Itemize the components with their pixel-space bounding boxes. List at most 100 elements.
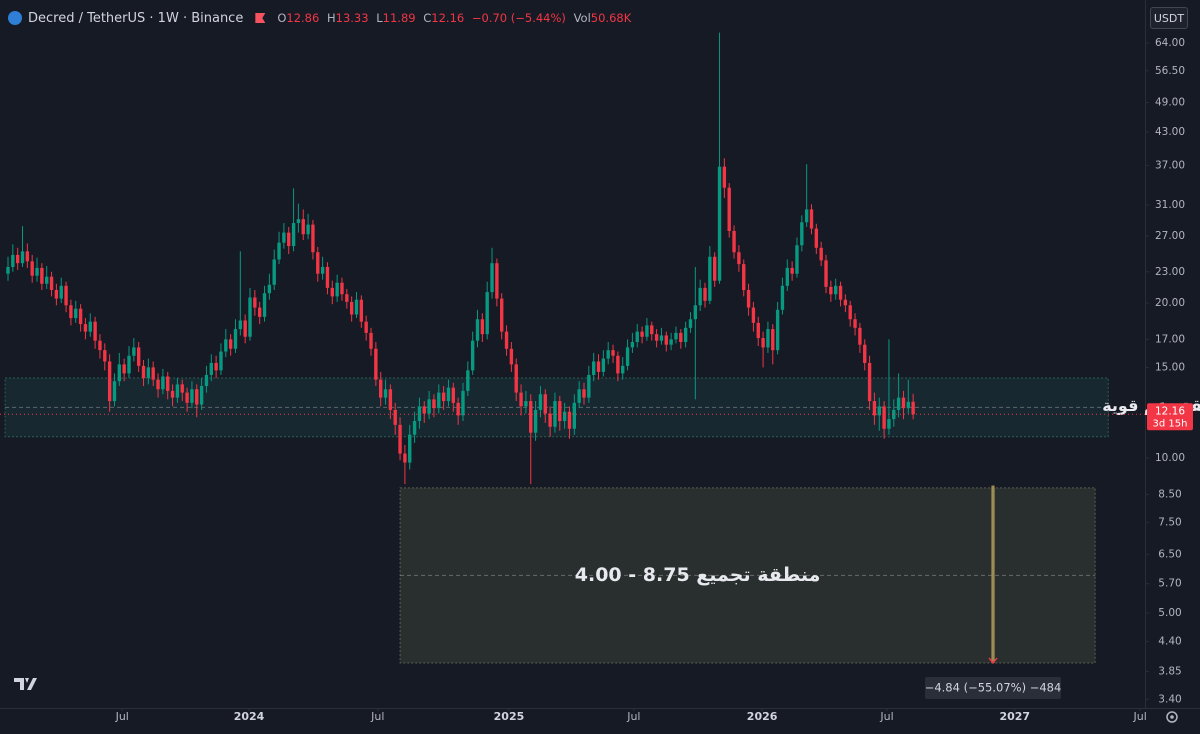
y-tick-label: 49.00 <box>1155 97 1185 109</box>
last-price-box <box>1147 403 1193 431</box>
zone <box>399 487 1096 664</box>
candles <box>6 32 915 485</box>
candle-body <box>408 434 412 463</box>
open-key: O <box>277 11 287 25</box>
y-tick-label: 10.00 <box>1155 452 1185 464</box>
candle-body <box>393 409 397 425</box>
candle-body <box>180 384 184 393</box>
candle-body <box>228 339 233 349</box>
candle-body <box>683 327 688 343</box>
candle-body <box>117 364 122 382</box>
candle-body <box>282 232 286 243</box>
y-tick-label: 17.00 <box>1155 333 1185 345</box>
candle-body <box>432 399 436 409</box>
candle-body <box>780 285 785 310</box>
candle-body <box>509 348 514 365</box>
candle-body <box>674 332 678 340</box>
candle-body <box>11 254 15 267</box>
candle-body <box>872 401 877 416</box>
candle-body <box>814 228 819 248</box>
settings-icon[interactable] <box>1166 711 1178 723</box>
candle-body <box>901 397 906 409</box>
candle-body <box>107 361 112 402</box>
candle-body <box>287 232 291 247</box>
candle-body <box>349 301 354 315</box>
volume: 50.68K <box>590 11 632 25</box>
candle-body <box>795 245 799 274</box>
y-tick-label: 3.40 <box>1158 693 1181 705</box>
candle-body <box>829 286 833 295</box>
low-key: L <box>376 11 383 25</box>
candle-body <box>69 305 73 319</box>
candle-body <box>669 339 673 345</box>
candle-body <box>209 362 213 375</box>
candle-body <box>703 287 707 301</box>
y-tick-label: 56.50 <box>1155 65 1185 77</box>
candle-body <box>219 351 223 371</box>
candle-body <box>112 381 117 402</box>
candle-body <box>441 392 446 402</box>
candle-body <box>214 362 218 371</box>
candle-body <box>582 389 586 398</box>
candle-body <box>127 355 131 374</box>
y-tick-label: 3.85 <box>1158 665 1181 677</box>
candle-body <box>267 284 272 294</box>
candle-body <box>403 453 407 463</box>
candle-body <box>35 267 39 276</box>
candle-body <box>427 399 431 414</box>
candle-body <box>611 350 615 356</box>
flag-icon[interactable] <box>255 13 266 23</box>
candle-body <box>567 411 572 429</box>
candle-body <box>766 329 770 348</box>
candle-body <box>345 294 349 302</box>
candle-body <box>664 335 668 345</box>
candle-body <box>141 365 146 379</box>
candle-body <box>577 389 581 403</box>
candle-body <box>175 384 180 398</box>
candle-body <box>562 411 567 422</box>
candle-body <box>906 401 910 409</box>
candle-body <box>693 305 698 320</box>
candle-body <box>519 392 523 407</box>
candle-body <box>834 285 838 295</box>
candle-body <box>30 261 34 276</box>
candle-body <box>412 421 417 435</box>
currency-button[interactable]: USDT <box>1150 7 1188 29</box>
candle-body <box>359 299 364 322</box>
candle-body <box>93 321 97 341</box>
candle-body <box>480 319 485 335</box>
candle-body <box>136 347 141 366</box>
candle-body <box>775 309 780 351</box>
candle-body <box>379 379 383 398</box>
candle-body <box>103 350 107 362</box>
candle-body <box>625 347 630 366</box>
candle-body <box>296 219 301 224</box>
candle-body <box>83 324 88 332</box>
candle-body <box>640 331 644 337</box>
symbol[interactable]: Decred / TetherUS · 1W · Binance <box>28 10 244 26</box>
candle-body <box>824 260 828 287</box>
candle-body <box>635 331 639 343</box>
candle-body <box>863 344 867 363</box>
candle-body <box>170 390 175 398</box>
candle-body <box>354 299 359 315</box>
candle-body <box>621 365 625 374</box>
candle-body <box>364 321 368 333</box>
y-tick-label: 64.00 <box>1155 37 1185 49</box>
candle-body <box>804 209 809 223</box>
candle-body <box>911 401 915 415</box>
candle-body <box>253 297 257 308</box>
high-value: 13.33 <box>335 11 369 25</box>
close-value: 12.16 <box>431 11 465 25</box>
y-tick-label: 27.00 <box>1155 230 1185 242</box>
candle-body <box>437 392 441 409</box>
candle-body <box>679 332 683 343</box>
candle-body <box>417 406 422 422</box>
candle-body <box>78 308 83 325</box>
candle-body <box>809 209 814 229</box>
candle-body <box>698 287 702 306</box>
candle-body <box>524 401 528 407</box>
y-tick-label: 43.00 <box>1155 126 1185 138</box>
zone-label: منطقة تجميع 8.75 - 4.00 <box>575 564 821 586</box>
x-tick-label: 2025 <box>494 710 525 723</box>
